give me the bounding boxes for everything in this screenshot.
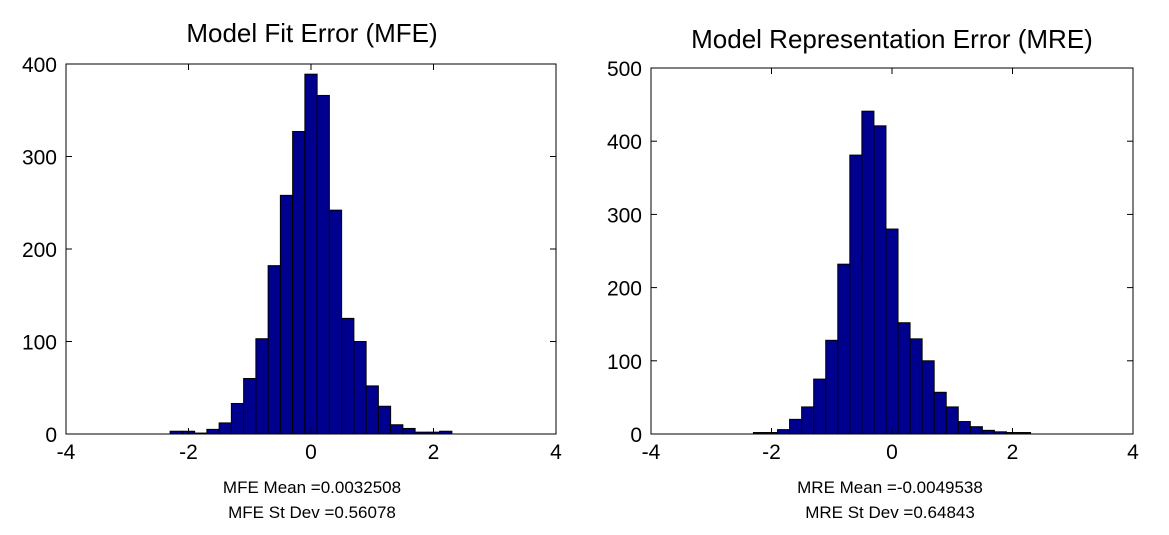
mfe-y-tick-label: 100: [22, 332, 57, 355]
mfe-bars: [169, 73, 453, 435]
mfe-stdev-annotation: MFE St Dev =0.56078: [228, 503, 396, 522]
mfe-bar: [365, 385, 379, 435]
mfe-bar: [218, 422, 232, 435]
mre-x-tick-label: -2: [762, 441, 781, 464]
mfe-bar: [206, 428, 220, 435]
mfe-mean-annotation: MFE Mean =0.0032508: [223, 478, 401, 497]
mfe-bar: [304, 73, 318, 435]
mfe-y-tick-label: 400: [22, 54, 57, 77]
mre-bar: [813, 378, 827, 435]
mfe-y-tick-label: 0: [45, 424, 57, 447]
mre-chart-title: Model Representation Error (MRE): [691, 24, 1093, 54]
mre-bar: [777, 429, 791, 435]
mre-y-tick-label: 300: [607, 204, 642, 227]
mfe-bar: [292, 131, 306, 435]
mre-bar: [933, 391, 947, 435]
mfe-x-tick-label: 2: [428, 441, 440, 464]
mre-bar: [957, 421, 971, 435]
mre-x-tick-label: 4: [1127, 441, 1139, 464]
mfe-histogram-panel: Model Fit Error (MFE) -4 -2 0 2 4 0 100 200 300 4…: [22, 18, 562, 522]
mre-stdev-annotation: MRE St Dev =0.64843: [805, 503, 975, 522]
mre-x-tick-label: -4: [642, 441, 661, 464]
mre-axis-ticks: -4 -2 0 2 4 0 100 200 300 400 500: [607, 58, 1139, 464]
mfe-bar: [267, 265, 281, 435]
mre-y-tick-label: 0: [630, 424, 642, 447]
mfe-x-tick-label: 0: [305, 441, 317, 464]
mre-y-tick-label: 100: [607, 351, 642, 374]
mfe-chart-title: Model Fit Error (MFE): [186, 18, 437, 48]
mfe-bar: [353, 341, 367, 435]
mfe-bar: [243, 378, 257, 435]
mfe-bar: [328, 209, 343, 435]
mfe-bar: [341, 317, 355, 435]
mre-bar: [801, 406, 815, 435]
mre-y-tick-label: 200: [607, 278, 642, 301]
mfe-bar: [316, 94, 330, 435]
mre-bar: [909, 338, 923, 435]
mre-bars: [752, 110, 1032, 435]
mre-bar: [849, 154, 863, 435]
mfe-axis-ticks: -4 -2 0 2 4 0 100 200 300 400: [22, 54, 562, 464]
mre-bar: [837, 263, 851, 435]
mre-bar: [897, 322, 911, 435]
mfe-y-tick-label: 300: [22, 147, 57, 170]
mre-bar: [981, 429, 995, 435]
mfe-bar: [255, 338, 269, 435]
mfe-bar: [402, 427, 416, 435]
mre-bar: [885, 228, 899, 435]
mre-axes-frame: [650, 67, 1134, 435]
mre-x-tick-label: 2: [1007, 441, 1019, 464]
mfe-y-tick-label: 200: [22, 239, 57, 262]
mfe-x-tick-label: -4: [57, 441, 76, 464]
mre-bar: [789, 418, 803, 435]
mfe-axes-frame: [65, 63, 557, 435]
mre-y-tick-label: 500: [607, 58, 642, 81]
mre-bar: [921, 360, 935, 435]
mfe-bar: [377, 405, 392, 435]
mre-bar: [873, 125, 887, 435]
mfe-x-tick-label: -2: [179, 441, 198, 464]
mre-x-tick-label: 0: [886, 441, 898, 464]
mfe-x-tick-label: 4: [550, 441, 562, 464]
mfe-bar: [230, 402, 245, 435]
mre-bar: [861, 110, 875, 435]
mre-histogram-panel: Model Representation Error (MRE) -4 -2 0 2 4…: [607, 24, 1139, 522]
mfe-bar: [279, 194, 294, 435]
mre-bar: [945, 406, 959, 435]
mre-bar: [969, 426, 983, 435]
mre-y-tick-label: 400: [607, 131, 642, 154]
mfe-bar: [390, 424, 404, 435]
mre-mean-annotation: MRE Mean =-0.0049538: [797, 478, 983, 497]
mre-bar: [825, 339, 839, 435]
